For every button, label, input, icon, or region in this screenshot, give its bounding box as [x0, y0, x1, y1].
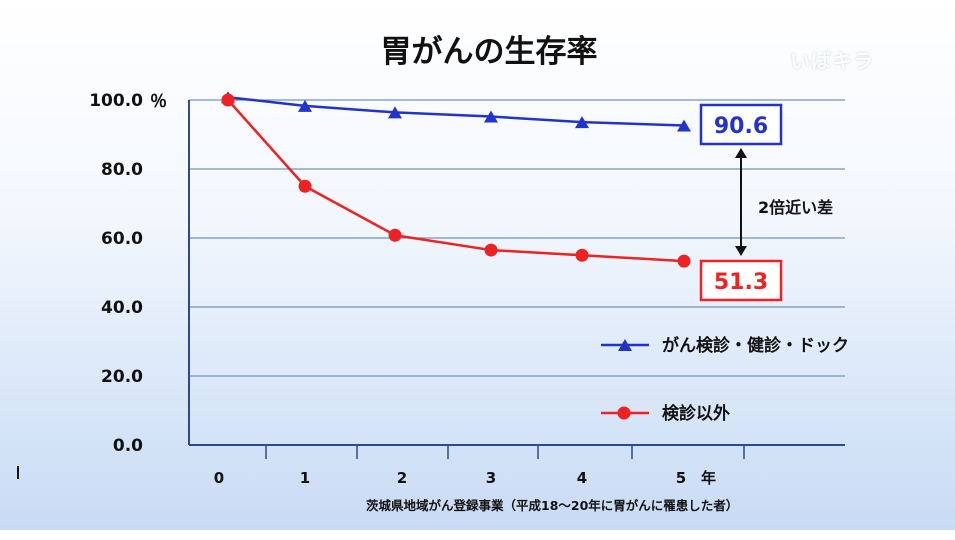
data-point-triangle: [388, 106, 402, 119]
y-tick-label: 40.0: [101, 298, 143, 318]
legend-marker-triangle: [618, 339, 632, 351]
data-point-circle: [221, 93, 235, 107]
difference-arrow-top-head: [735, 148, 747, 158]
data-point-circle: [388, 228, 402, 242]
bottom-strip: [0, 530, 955, 540]
x-unit-label: 年: [701, 469, 716, 487]
data-point-triangle: [575, 116, 589, 129]
x-tick-label: 1: [300, 469, 310, 487]
callout-box-other: [699, 259, 783, 302]
x-tick-label: 0: [214, 469, 224, 487]
chart-title: 胃がんの生存率: [381, 34, 598, 70]
series-line-other: [227, 99, 685, 263]
y-tick-label: 0.0: [113, 436, 143, 456]
y-tick-label: 60.0: [101, 229, 143, 249]
data-point-circle: [484, 243, 498, 257]
x-tick-label: 2: [397, 469, 407, 487]
x-tick-labels: 0 1 2 3 4 5: [214, 469, 686, 487]
difference-arrow-bottom-head: [735, 246, 747, 256]
y-tick-label: 80.0: [101, 160, 143, 180]
legend-marker-circle: [617, 406, 631, 420]
data-point-circle: [677, 254, 691, 268]
data-point-triangle: [677, 119, 691, 132]
callout-value-screened: 90.6: [714, 114, 768, 139]
legend-label-screened: がん検診・健診・ドック: [662, 335, 849, 356]
legend: がん検診・健診・ドック 検診以外: [601, 335, 849, 424]
x-tick-label: 3: [486, 469, 496, 487]
data-point-circle: [298, 179, 312, 193]
side-mark: [17, 466, 19, 479]
legend-label-other: 検診以外: [662, 403, 730, 424]
y-tick-label: 20.0: [101, 367, 143, 387]
callout-box-screened: [699, 103, 783, 146]
source-note: 茨城県地域がん登録事業（平成18～20年に胃がんに罹患した者）: [366, 498, 738, 513]
watermark-logo: いばキラ: [790, 49, 874, 73]
data-point-triangle: [298, 99, 312, 112]
x-tick-label: 4: [577, 469, 587, 487]
callout-value-other: 51.3: [714, 270, 768, 295]
series-line-screened: [227, 95, 685, 127]
difference-label: 2倍近い差: [758, 198, 833, 217]
y-tick-labels: 0.0 20.0 40.0 60.0 80.0 100.0: [89, 91, 143, 456]
data-point-circle: [575, 248, 589, 262]
y-tick-label: 100.0: [89, 91, 143, 111]
x-tick-label: 5: [676, 469, 686, 487]
series-layer: [221, 91, 691, 268]
data-point-triangle: [484, 110, 498, 123]
y-unit-label: ％: [150, 92, 167, 112]
grid-lines: [189, 99, 845, 377]
axes: [188, 100, 845, 459]
